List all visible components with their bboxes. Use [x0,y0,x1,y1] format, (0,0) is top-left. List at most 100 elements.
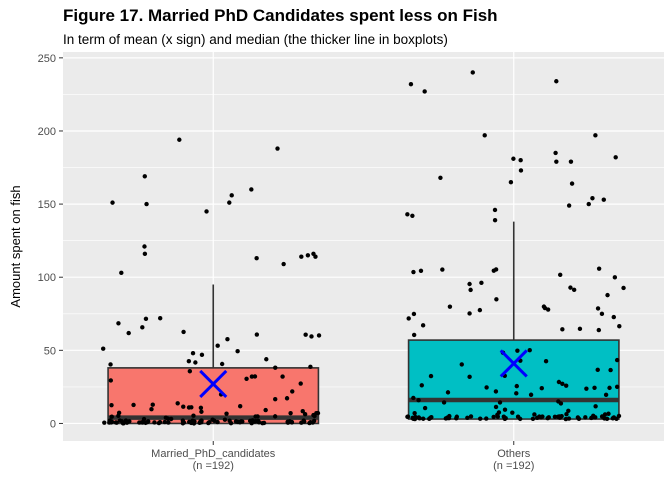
outlier-point [177,137,182,142]
outlier-point [569,181,575,186]
data-point [621,285,626,291]
data-point [224,411,229,416]
data-point [540,414,545,419]
data-point [602,416,607,421]
data-point [477,416,483,421]
outlier-point [204,209,209,214]
data-point [152,420,157,425]
data-point [219,361,225,367]
jitter-points [100,70,626,426]
data-point [484,385,489,390]
data-point [558,401,564,406]
y-tick-label: 200 [38,126,56,138]
data-point [138,420,144,425]
data-point [596,266,602,271]
data-point [186,358,192,364]
data-point [617,324,622,329]
data-point [614,357,620,363]
y-tick-label: 250 [38,53,56,65]
data-point [405,414,411,419]
data-point [614,384,620,390]
data-point [559,413,564,419]
data-point [515,414,521,419]
data-point [272,414,278,419]
data-point [192,419,197,424]
data-point [302,411,308,417]
outlier-point [142,244,147,249]
data-point [126,330,131,336]
data-point [467,311,472,316]
data-point [181,329,186,335]
outlier-point [566,203,572,208]
axes: 050100150200250Married_PhD_candidates(n … [38,53,535,472]
data-point [264,357,269,362]
data-point [316,333,322,338]
data-point [576,416,582,422]
data-point [284,396,290,401]
data-point [602,412,608,417]
data-point [108,362,113,367]
outlier-point [590,196,595,201]
outlier-point [142,251,148,257]
data-point [412,411,417,416]
box [107,367,320,425]
outlier-point [511,156,516,161]
data-point [560,381,565,387]
data-point [149,407,154,412]
data-point [542,305,548,311]
data-point [261,420,267,426]
data-point [416,397,421,403]
data-point [303,332,308,337]
data-point [465,415,470,420]
data-point [491,268,497,273]
data-point [546,415,551,420]
data-point [568,285,573,290]
y-tick-label: 100 [38,272,56,284]
outlier-point [229,193,234,198]
outlier-point [568,159,574,164]
outlier-point [586,201,591,207]
data-point [253,414,258,419]
data-point [108,378,113,383]
data-point [280,374,285,379]
data-point [250,418,255,423]
outlier-point [553,150,558,156]
data-point [418,268,424,273]
data-point [290,389,295,394]
data-point [445,390,451,395]
x-tick-count-label: (n =192) [193,460,234,472]
data-point [527,347,532,353]
box [407,339,620,420]
data-point [530,416,536,422]
data-point [199,409,204,414]
data-point [413,414,418,420]
data-point [592,385,597,391]
data-point [180,421,186,426]
data-point [191,413,196,418]
data-point [605,292,610,298]
data-point [254,332,260,337]
data-point [510,410,515,415]
outlier-point [254,255,259,261]
data-point [411,269,416,275]
data-point [558,272,563,278]
data-point [421,416,426,421]
data-point [187,369,193,374]
data-point [514,391,519,396]
x-tick-count-label: (n =192) [493,460,534,472]
outlier-point [593,133,598,138]
outlier-point [554,79,559,84]
data-point [175,401,180,406]
data-point [157,316,163,321]
data-point [454,416,459,421]
outlier-point [410,213,415,218]
boxes [107,221,620,425]
data-point [606,411,611,416]
data-point [273,365,278,370]
data-point [150,402,155,407]
data-point [299,420,304,425]
outlier-point [249,187,254,192]
outlier-point [601,197,606,202]
data-point [419,383,424,388]
